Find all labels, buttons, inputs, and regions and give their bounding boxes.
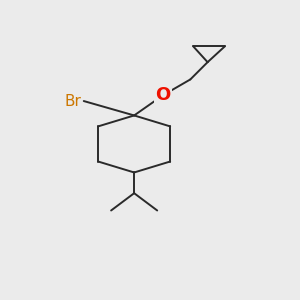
Text: O: O [155, 86, 171, 104]
Text: Br: Br [64, 94, 81, 109]
